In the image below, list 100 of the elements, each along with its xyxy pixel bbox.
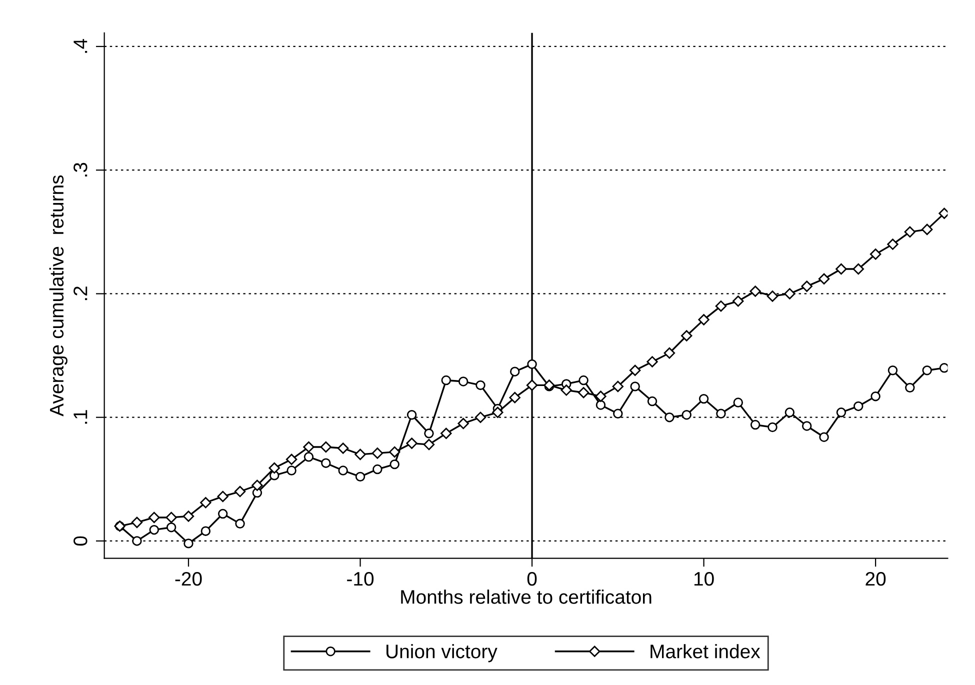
point (304, 452, 314, 462)
point (613, 408, 623, 418)
point (458, 418, 469, 430)
point (458, 376, 468, 386)
legend-label: Union victory (386, 644, 498, 662)
point (698, 394, 709, 404)
point (406, 410, 417, 420)
point (200, 526, 211, 536)
point (888, 366, 898, 376)
point (784, 288, 796, 300)
point (286, 466, 296, 476)
point (733, 398, 744, 408)
point (852, 263, 864, 275)
x-tick-label: 10 (694, 572, 714, 586)
point (148, 512, 160, 524)
point (766, 290, 778, 302)
point (836, 408, 846, 418)
x-axis-title: Months relative to certificaton (401, 590, 652, 604)
point (629, 364, 641, 376)
point (200, 497, 212, 508)
point (268, 462, 280, 474)
point (784, 408, 795, 418)
point (303, 441, 314, 453)
point (132, 536, 142, 546)
point (681, 330, 692, 342)
point (406, 438, 418, 449)
point (337, 442, 349, 454)
point (716, 408, 726, 418)
point (905, 382, 915, 393)
point (715, 300, 727, 312)
point (423, 438, 435, 450)
point (234, 486, 246, 498)
point (338, 466, 348, 476)
point (801, 280, 812, 292)
point (698, 314, 710, 326)
point (372, 464, 382, 474)
point (768, 422, 778, 432)
point (509, 392, 520, 404)
point (440, 428, 452, 440)
point (904, 226, 916, 238)
x-tick-label: -20 (175, 572, 202, 586)
legend-label: Market index (650, 644, 760, 658)
y-tick-label: .3 (74, 162, 88, 176)
point (939, 363, 948, 373)
point (527, 359, 537, 370)
point (218, 508, 228, 519)
point (922, 366, 932, 376)
point (372, 448, 384, 459)
point (321, 458, 331, 468)
point (595, 390, 606, 402)
point (182, 510, 194, 522)
point (184, 538, 194, 548)
point (390, 459, 400, 470)
x-tick-label: -10 (347, 572, 374, 586)
point (682, 410, 692, 420)
point (286, 454, 298, 465)
y-tick-label: .2 (74, 286, 88, 300)
point (802, 421, 812, 431)
point (887, 238, 898, 250)
point (217, 490, 228, 502)
point (424, 428, 434, 438)
point (819, 432, 829, 442)
y-tick-label: .4 (74, 38, 88, 53)
point (750, 286, 761, 297)
point (921, 224, 933, 236)
point (664, 347, 676, 359)
y-tick-label: 0 (74, 536, 88, 546)
point (526, 380, 538, 391)
point (354, 448, 366, 460)
point (149, 524, 159, 535)
point (870, 248, 882, 260)
point (166, 522, 176, 532)
point (578, 375, 588, 386)
point (596, 400, 606, 410)
point (355, 472, 366, 482)
point (476, 380, 486, 390)
y-tick-label: .1 (74, 410, 88, 424)
point (750, 420, 760, 430)
point (818, 273, 830, 284)
point (664, 412, 674, 422)
point (441, 375, 451, 386)
point (510, 366, 520, 376)
point (235, 518, 245, 529)
point (320, 441, 332, 453)
point (578, 387, 590, 398)
point (836, 263, 847, 275)
point (474, 412, 486, 423)
point (166, 512, 177, 524)
point (854, 401, 864, 412)
point (252, 480, 263, 491)
point (492, 406, 504, 418)
x-tick-label: 0 (527, 572, 537, 586)
point (870, 391, 880, 402)
point (560, 384, 572, 396)
point (630, 382, 640, 392)
point (389, 446, 400, 458)
point (131, 516, 143, 528)
point (647, 396, 658, 406)
point (646, 356, 658, 368)
point (732, 296, 744, 307)
